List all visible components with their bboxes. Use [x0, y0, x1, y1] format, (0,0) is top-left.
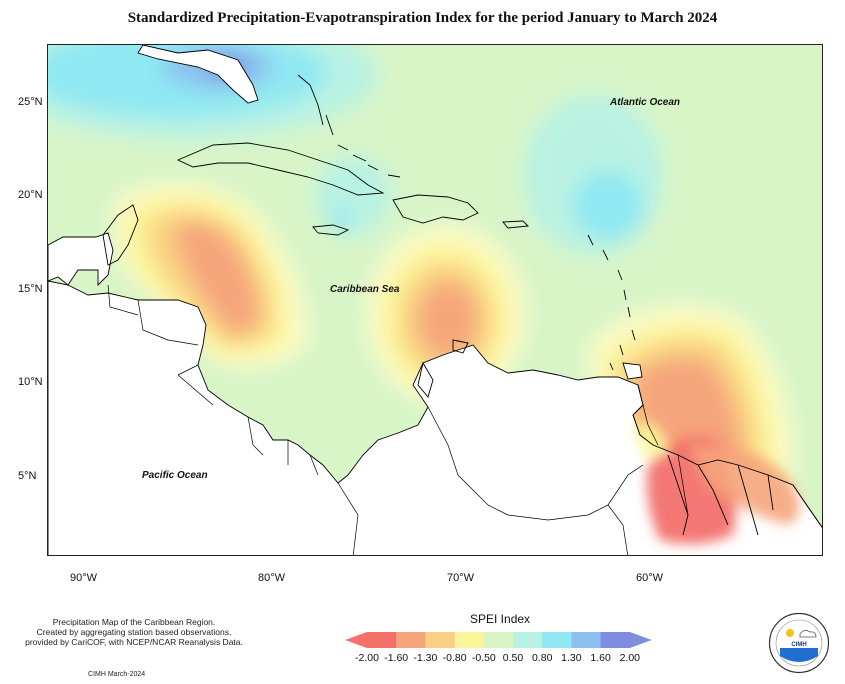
lat-label-20n: 20°N [18, 189, 43, 201]
spei-map [47, 44, 823, 556]
legend-tick-label: -0.80 [442, 652, 467, 664]
lat-label-15n: 15°N [18, 283, 43, 295]
legend-title: SPEI Index [470, 612, 531, 626]
legend-swatch [571, 632, 602, 648]
spei-map-canvas [48, 45, 822, 555]
legend-arrow-low [345, 632, 367, 648]
legend-tick-label: -1.30 [413, 652, 438, 664]
legend-tick-label: 0.80 [531, 652, 553, 664]
legend-swatch [483, 632, 514, 648]
legend-swatch [600, 632, 631, 648]
yucatan-peninsula [102, 204, 139, 266]
lon-label-80w: 80°W [258, 572, 286, 584]
legend-tick-label: 0.50 [502, 652, 524, 664]
cimh-logo-icon: CIMH [768, 612, 830, 674]
lat-label-25n: 25°N [18, 96, 43, 108]
legend-swatch [513, 632, 543, 648]
map-title: Standardized Precipitation-Evapotranspir… [127, 10, 718, 26]
lon-label-60w: 60°W [636, 572, 664, 584]
caribbean-sea-label: Caribbean Sea [330, 284, 400, 295]
lon-label-70w: 70°W [447, 572, 475, 584]
sun-icon [786, 629, 794, 637]
legend-swatch [396, 632, 426, 648]
legend-swatch [454, 632, 485, 648]
coastlines [137, 45, 822, 536]
country-borders [107, 284, 689, 555]
legend-swatch [425, 632, 456, 648]
wave-icon [780, 648, 818, 662]
wet-anomaly-atlantic [523, 95, 663, 255]
legend-arrow-high [629, 632, 652, 648]
legend-tick-label: 1.30 [561, 652, 582, 664]
legend-swatch [542, 632, 572, 648]
legend-tick-label: -0.50 [471, 652, 496, 664]
dry-anomaly-west [112, 182, 308, 368]
lon-label-90w: 90°W [70, 572, 98, 584]
pacific-ocean-label: Pacific Ocean [142, 470, 208, 481]
legend-tick-label: -2.00 [355, 652, 379, 664]
footnote-line-3: provided by CariCOF, with NCEP/NCAR Rean… [25, 637, 243, 647]
lat-label-5n: 5°N [18, 470, 37, 482]
legend-tick-label: 1.60 [590, 652, 611, 664]
credit-text: CIMH March-2024 [88, 671, 146, 678]
map-footnote: Precipitation Map of the Caribbean Regio… [14, 617, 254, 647]
lat-label-10n: 10°N [18, 376, 43, 388]
spei-color-bar [345, 632, 652, 648]
logo-text: CIMH [791, 642, 806, 648]
footnote-line-1: Precipitation Map of the Caribbean Regio… [52, 617, 216, 627]
atlantic-ocean-label: Atlantic Ocean [610, 97, 681, 108]
legend-tick-label: 2.00 [619, 652, 641, 664]
cloud-icon [799, 630, 817, 638]
legend-swatch [367, 632, 397, 648]
footnote-line-2: Created by aggregating station based obs… [36, 627, 232, 637]
legend-tick-label: -1.60 [384, 652, 409, 664]
